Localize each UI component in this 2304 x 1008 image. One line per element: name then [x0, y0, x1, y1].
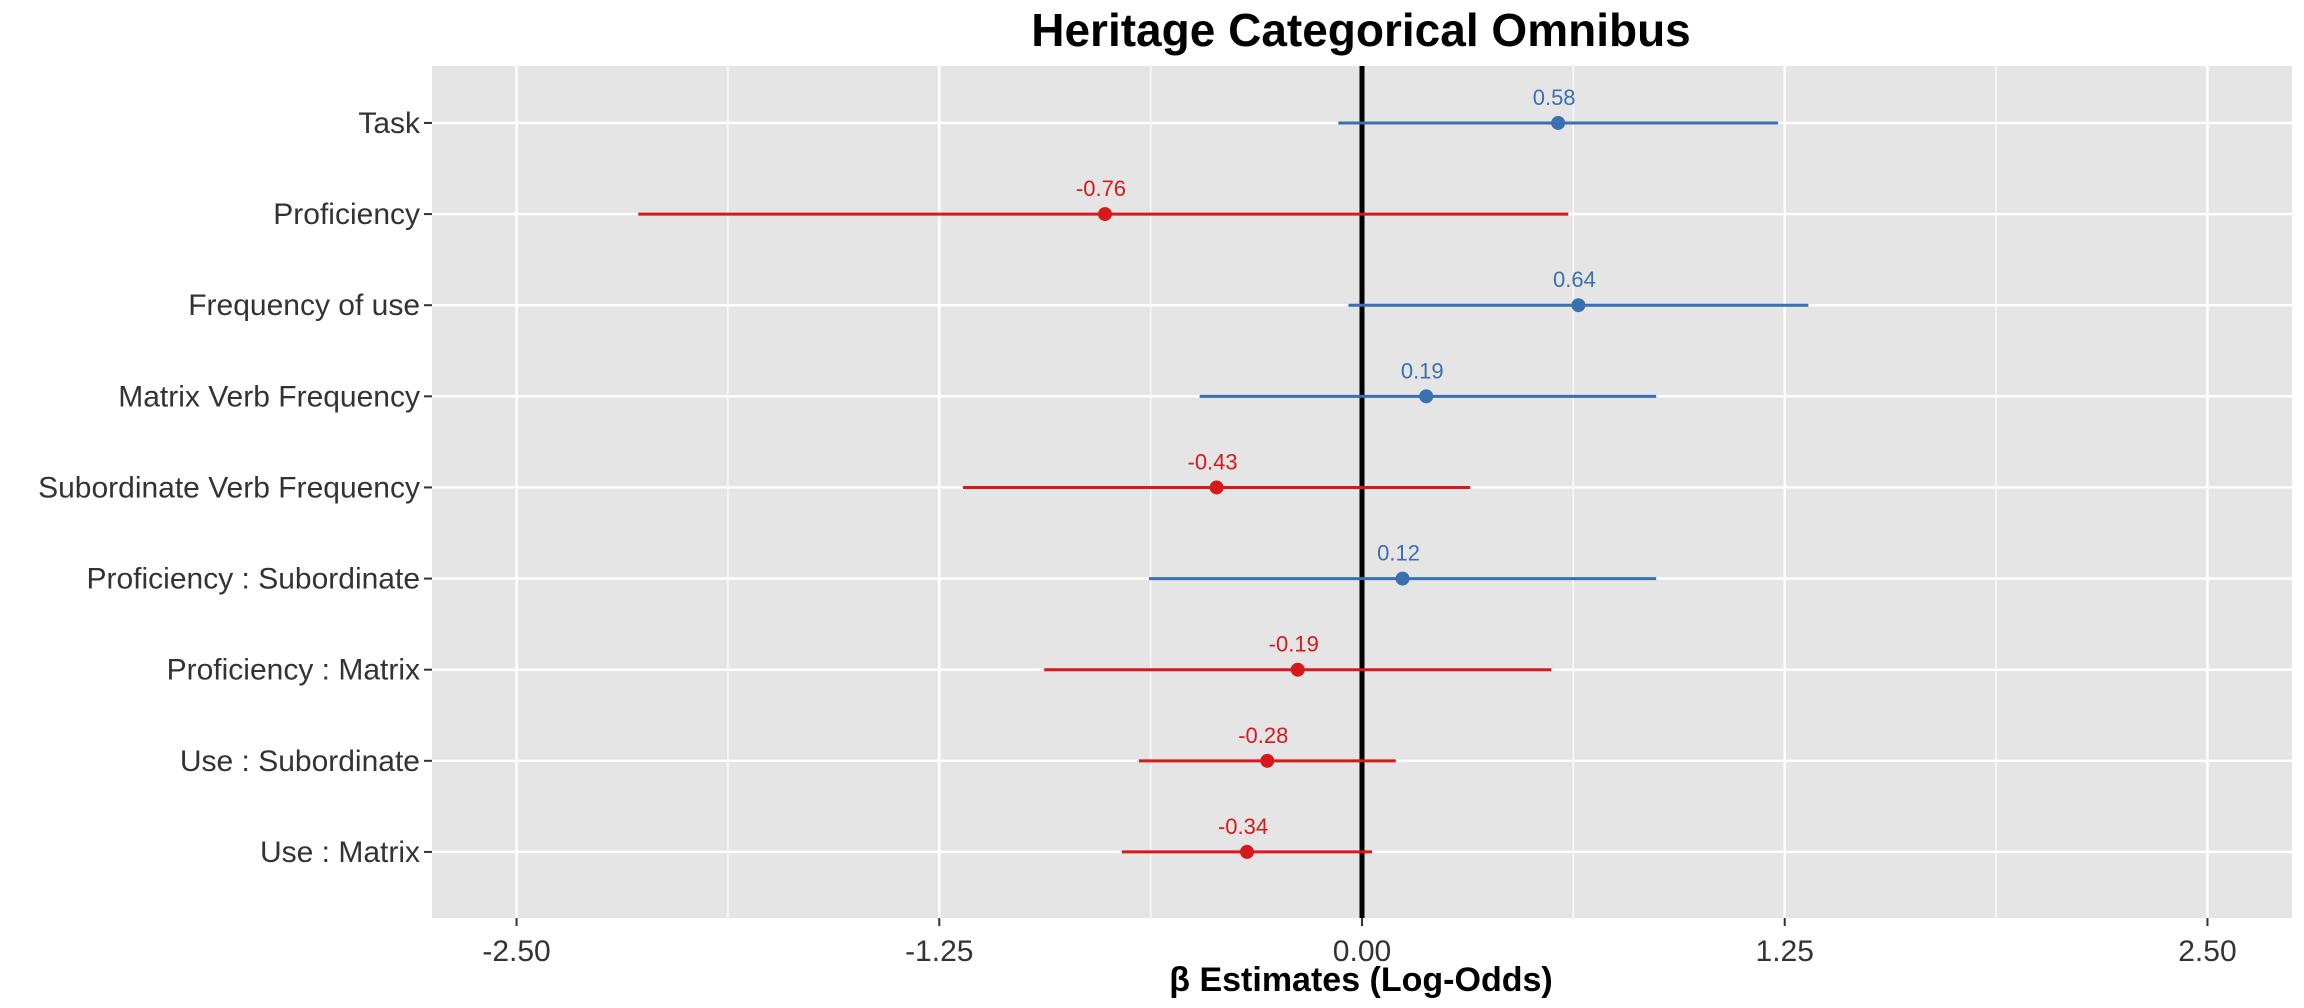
value-label: 0.64 — [1553, 267, 1596, 292]
x-axis: -2.50 -1.25 0.00 1.25 2.50 — [482, 918, 2237, 968]
value-label: -0.43 — [1188, 449, 1238, 474]
y-tick-label: Proficiency : Subordinate — [86, 563, 420, 596]
estimate-point — [1395, 571, 1410, 586]
estimate-value-labels: 0.58 -0.76 0.64 0.19 -0.43 0.12 -0.19 -0.28 -0.3… — [1076, 85, 1596, 839]
value-label: 0.58 — [1533, 85, 1576, 110]
x-tick-label: -2.50 — [482, 935, 550, 968]
y-tick-label: Use : Matrix — [260, 836, 420, 869]
minor-gridlines — [727, 66, 1997, 918]
estimate-point — [1209, 480, 1224, 495]
y-tick-label: Task — [358, 107, 421, 140]
estimate-point — [1571, 298, 1586, 313]
estimate-point — [1097, 207, 1112, 222]
y-tick-label: Matrix Verb Frequency — [118, 380, 420, 413]
x-tick-label: -1.25 — [905, 935, 973, 968]
x-tick-label: 1.25 — [1756, 935, 1814, 968]
value-label: 0.12 — [1377, 541, 1420, 566]
x-tick-label: 2.50 — [2178, 935, 2236, 968]
value-label: -0.34 — [1218, 814, 1268, 839]
y-tick-label: Use : Subordinate — [180, 745, 420, 778]
estimate-point — [1551, 115, 1566, 130]
x-tick-label: 0.00 — [1333, 935, 1391, 968]
y-tick-label: Subordinate Verb Frequency — [38, 471, 420, 504]
value-label: -0.28 — [1238, 723, 1288, 748]
y-tick-label: Proficiency : Matrix — [167, 654, 420, 687]
y-tick-label: Proficiency — [273, 198, 420, 231]
estimate-point — [1240, 844, 1255, 859]
value-label: -0.76 — [1076, 176, 1126, 201]
chart-title: Heritage Categorical Omnibus — [1031, 4, 1691, 56]
value-label: -0.19 — [1269, 632, 1319, 657]
estimate-point — [1419, 389, 1434, 404]
x-axis-title: β Estimates (Log-Odds) — [1169, 961, 1552, 999]
y-tick-label: Frequency of use — [188, 289, 420, 322]
estimate-point — [1290, 662, 1305, 677]
estimate-point — [1260, 753, 1275, 768]
value-label: 0.19 — [1401, 358, 1444, 383]
y-axis: Task Proficiency Frequency of use Matrix Ve… — [38, 107, 432, 869]
estimate-points — [1097, 115, 1586, 859]
